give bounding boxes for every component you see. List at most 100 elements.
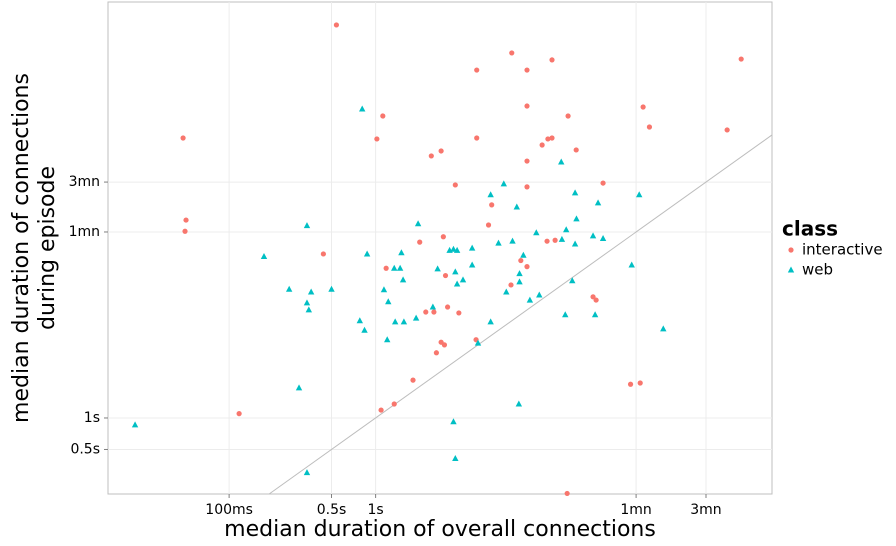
point xyxy=(738,56,744,62)
point xyxy=(508,282,514,288)
legend-label: web xyxy=(802,261,833,279)
point xyxy=(539,142,545,148)
point xyxy=(400,318,408,325)
point xyxy=(440,234,446,240)
point xyxy=(509,50,515,56)
point xyxy=(468,244,476,251)
point xyxy=(399,276,407,283)
point xyxy=(452,268,459,275)
point xyxy=(536,291,543,298)
point xyxy=(599,234,607,241)
point xyxy=(545,136,551,142)
point xyxy=(396,264,404,271)
point xyxy=(487,191,494,198)
point xyxy=(236,411,242,417)
point xyxy=(453,280,461,287)
point xyxy=(442,272,449,279)
point xyxy=(590,294,596,300)
point xyxy=(431,309,437,315)
point xyxy=(524,264,530,270)
point xyxy=(544,238,550,244)
legend-key xyxy=(787,266,795,273)
point xyxy=(359,105,366,112)
point xyxy=(417,239,423,245)
point xyxy=(384,336,391,343)
point xyxy=(573,215,580,222)
x-tick-label: 0.5s xyxy=(317,502,347,518)
point xyxy=(380,113,386,119)
point xyxy=(485,222,492,228)
point xyxy=(182,228,188,234)
x-tick-label: 1mn xyxy=(620,502,651,518)
point xyxy=(412,314,420,321)
y-axis-title: during episode xyxy=(35,166,60,330)
point xyxy=(441,342,448,348)
point xyxy=(295,384,303,391)
point xyxy=(563,226,570,233)
point xyxy=(593,297,599,303)
legend-key xyxy=(788,247,794,253)
y-tick-label: 1mn xyxy=(69,224,100,240)
point xyxy=(391,401,397,407)
point xyxy=(509,237,516,244)
point xyxy=(474,339,482,346)
point xyxy=(600,180,606,186)
point xyxy=(429,303,437,310)
legend-title: class xyxy=(782,217,838,241)
point xyxy=(573,147,579,153)
point xyxy=(303,222,311,229)
point xyxy=(495,239,502,246)
point xyxy=(474,135,480,141)
point xyxy=(438,148,444,154)
point xyxy=(428,153,434,159)
point xyxy=(524,103,530,109)
point xyxy=(444,304,451,310)
point xyxy=(305,306,313,313)
point xyxy=(303,469,311,476)
point xyxy=(526,296,534,303)
point xyxy=(489,202,495,208)
point xyxy=(564,490,570,497)
point xyxy=(410,377,416,383)
point xyxy=(524,158,530,164)
point xyxy=(380,286,388,293)
point xyxy=(549,135,555,141)
point xyxy=(503,288,510,295)
point xyxy=(423,309,429,315)
point xyxy=(361,326,368,333)
point xyxy=(515,400,523,407)
point xyxy=(594,199,602,206)
point xyxy=(533,229,540,236)
point xyxy=(391,318,399,325)
point xyxy=(589,232,597,239)
point xyxy=(307,288,315,295)
point xyxy=(628,261,635,268)
point xyxy=(660,325,667,332)
y-axis-title: median duration of connections xyxy=(9,73,34,423)
point xyxy=(374,136,380,142)
point xyxy=(378,407,384,413)
y-tick-label: 0.5s xyxy=(70,441,100,457)
point xyxy=(446,246,453,253)
point xyxy=(549,57,555,63)
point xyxy=(513,203,521,210)
point xyxy=(724,127,730,133)
point xyxy=(562,311,569,318)
point xyxy=(459,276,467,283)
point xyxy=(452,454,459,461)
point xyxy=(571,189,579,196)
point xyxy=(328,285,335,292)
point xyxy=(385,298,392,305)
point xyxy=(433,350,440,356)
legend-label: interactive xyxy=(802,241,883,259)
point xyxy=(500,180,508,187)
point xyxy=(398,249,405,256)
point xyxy=(520,251,527,258)
point xyxy=(627,381,634,387)
point xyxy=(414,220,422,227)
x-tick-label: 100ms xyxy=(205,502,253,518)
point xyxy=(285,285,293,292)
point xyxy=(363,250,371,257)
point xyxy=(320,251,326,257)
